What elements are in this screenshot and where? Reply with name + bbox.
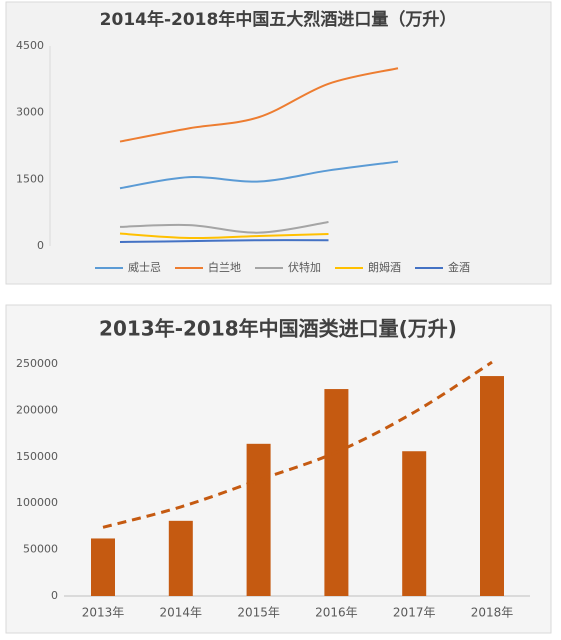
chart-title: 2014年-2018年中国五大烈酒进口量（万升）: [100, 9, 457, 30]
x-tick-label: 2016年: [315, 606, 358, 620]
y-tick-label: 200000: [16, 403, 58, 416]
line-series: [119, 221, 329, 234]
trend-line: [102, 360, 493, 529]
y-tick-label: 100000: [16, 496, 58, 509]
y-tick-label: 50000: [23, 543, 58, 556]
legend-label: 白兰地: [208, 260, 241, 274]
y-tick-label: 1500: [16, 172, 44, 185]
x-tick-label: 2014年: [160, 606, 203, 620]
bar: [480, 376, 504, 596]
chart-1-frame: [5, 1, 552, 285]
x-tick-label: 2013年: [82, 606, 125, 620]
line-series: [119, 160, 399, 190]
bar: [324, 389, 349, 596]
x-tick-label: 2018年: [471, 606, 514, 620]
line-series: [119, 232, 329, 240]
line-series: [119, 67, 399, 143]
legend-label: 朗姆酒: [368, 260, 401, 274]
chart-title: 2013年-2018年中国酒类进口量(万升): [99, 317, 457, 341]
legend-label: 威士忌: [128, 261, 161, 274]
y-tick-label: 250000: [16, 357, 58, 370]
y-tick-label: 3000: [16, 106, 44, 119]
y-tick-label: 4500: [16, 39, 44, 52]
bar: [168, 520, 193, 596]
legend-label: 伏特加: [288, 260, 321, 274]
x-tick-label: 2017年: [393, 606, 436, 620]
bar: [246, 443, 271, 596]
bar: [402, 451, 427, 596]
y-tick-label: 0: [51, 589, 58, 602]
y-tick-label: 0: [37, 239, 44, 252]
chart-2-frame: [5, 304, 552, 634]
bar: [91, 538, 115, 596]
x-tick-label: 2015年: [237, 606, 280, 620]
line-series: [119, 239, 329, 243]
y-tick-label: 150000: [16, 450, 58, 463]
legend-label: 金酒: [448, 260, 470, 274]
